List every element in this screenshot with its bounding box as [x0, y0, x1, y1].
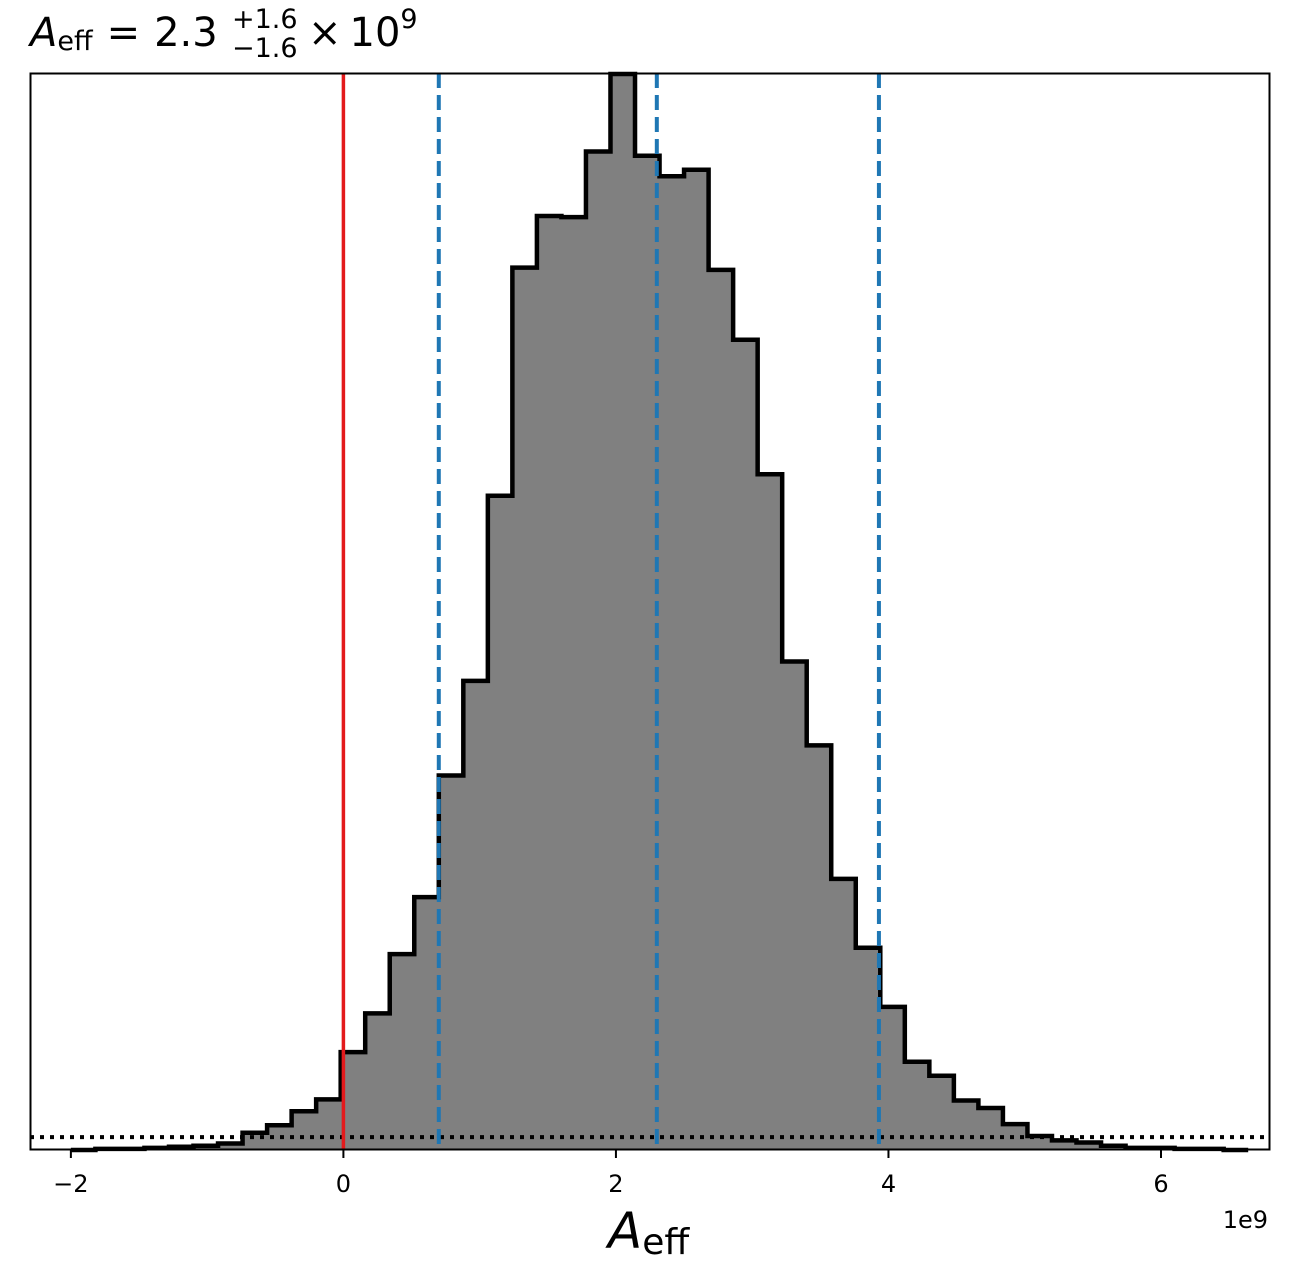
title-symbol: A — [27, 10, 57, 56]
x-axis-label-symbol: A — [605, 1202, 642, 1260]
histogram-outline — [70, 71, 1249, 1153]
reference-lines — [30, 73, 1270, 1150]
x-offset-label: 1e9 — [1223, 1206, 1268, 1234]
x-tick-label: 6 — [1153, 1170, 1168, 1198]
x-tick-label: 0 — [336, 1170, 351, 1198]
x-axis-ticks: −2 0 2 4 6 — [53, 1150, 1169, 1198]
histogram-bar — [438, 775, 464, 1150]
histogram-bar — [1002, 1124, 1028, 1150]
x-tick-label: −2 — [53, 1170, 88, 1198]
histogram-bar — [610, 74, 636, 1150]
title-minus: −1.6 — [232, 33, 298, 64]
histogram-bar — [1076, 1142, 1102, 1150]
title-exponent-part: × 109 — [308, 4, 418, 56]
histogram-bar — [1027, 1136, 1053, 1150]
histogram-bar — [953, 1100, 979, 1150]
histogram-bar — [585, 151, 611, 1151]
histogram-bar — [463, 680, 489, 1150]
histogram-bar — [684, 169, 710, 1150]
histogram-bar — [1051, 1140, 1078, 1150]
histogram-bar — [218, 1143, 244, 1150]
histogram-bar — [831, 878, 857, 1150]
x-tick-label: 4 — [881, 1170, 896, 1198]
histogram-bar — [365, 1013, 391, 1150]
histogram-bar — [880, 1006, 906, 1150]
histogram-bar — [487, 495, 513, 1150]
histogram-bar — [512, 267, 538, 1150]
histogram-bar — [904, 1061, 930, 1150]
histogram-bar — [708, 269, 734, 1150]
title-base: 10 — [350, 10, 401, 56]
title-equals: = — [107, 10, 141, 56]
histogram-bar — [806, 745, 832, 1150]
title-symbol-sub: eff — [57, 26, 94, 57]
histogram-bar — [733, 339, 759, 1151]
histogram-bar — [536, 216, 562, 1151]
histogram-bar — [414, 897, 440, 1150]
title-plus: +1.6 — [232, 4, 298, 35]
histogram-bar — [291, 1111, 317, 1150]
title-median: 2.3 — [154, 10, 218, 56]
histogram-bar — [978, 1108, 1004, 1150]
title-times: × — [308, 10, 342, 56]
axes-frame — [29, 72, 1271, 1151]
histogram-bar — [659, 176, 685, 1151]
x-axis-label-sub: eff — [642, 1222, 690, 1263]
chart-title: Aeff = 2.3 — [27, 10, 218, 57]
histogram-bar — [757, 474, 783, 1151]
x-tick-label: 2 — [608, 1170, 623, 1198]
title-exponent: 9 — [400, 4, 417, 35]
histogram-bar — [316, 1099, 342, 1150]
histogram-bars — [70, 71, 1249, 1153]
x-axis-label: Aeff — [605, 1202, 690, 1263]
histogram-bar — [561, 217, 587, 1150]
histogram-bar — [855, 947, 881, 1150]
histogram-bar — [389, 954, 415, 1150]
histogram-bar — [782, 661, 808, 1150]
